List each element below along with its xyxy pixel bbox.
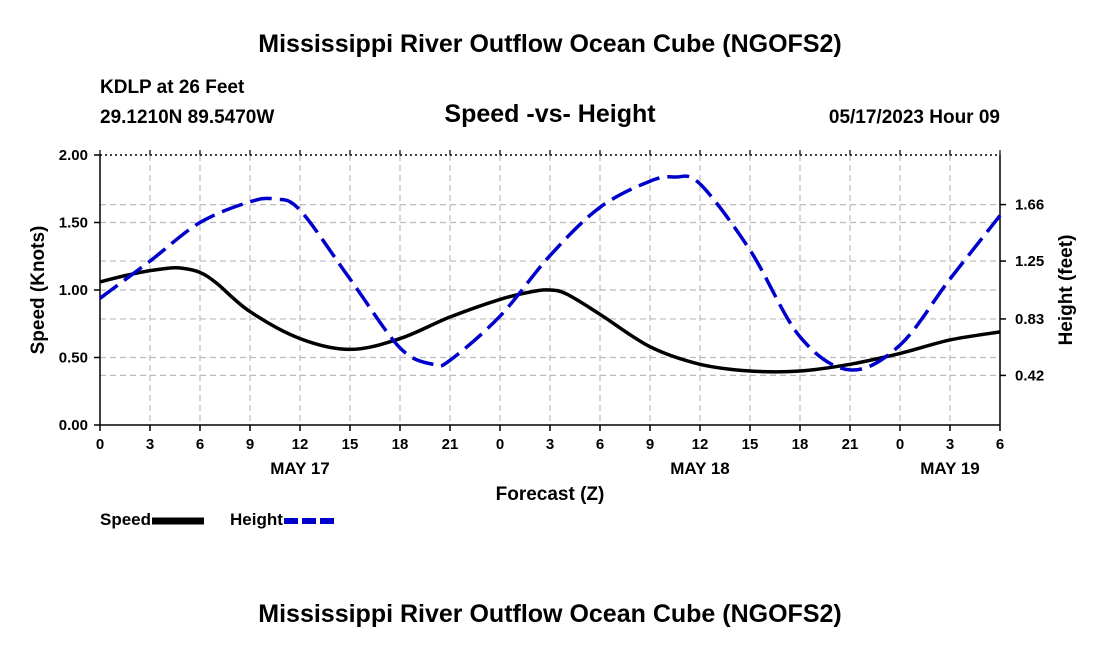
y-right-axis-title: Height (feet) — [1056, 235, 1077, 346]
x-tick-label: 0 — [96, 436, 104, 453]
page-title: Mississippi River Outflow Ocean Cube (NG… — [258, 30, 842, 58]
legend-height-swatch — [283, 517, 336, 524]
y-left-tick-label: 0.00 — [59, 417, 88, 434]
legend-height: Height — [230, 510, 336, 530]
x-tick-label: 12 — [692, 436, 709, 453]
x-tick-label: 6 — [996, 436, 1004, 453]
legend-speed: Speed — [100, 510, 205, 530]
x-tick-label: 3 — [146, 436, 154, 453]
x-tick-label: 21 — [442, 436, 459, 453]
x-tick-label: 6 — [196, 436, 204, 453]
forecast-timestamp: 05/17/2023 Hour 09 — [828, 107, 1000, 128]
x-tick-label: 6 — [596, 436, 604, 453]
y-left-axis-title: Speed (Knots) — [28, 226, 49, 355]
chart-title: Speed -vs- Height — [444, 100, 656, 128]
x-tick-label: 12 — [292, 436, 309, 453]
x-tick-label: 18 — [392, 436, 409, 453]
date-label: MAY 17 — [270, 459, 330, 478]
x-tick-label: 0 — [496, 436, 504, 453]
y-left-tick-label: 1.50 — [59, 215, 88, 232]
y-left-tick-label: 2.00 — [59, 147, 88, 164]
x-tick-label: 15 — [342, 436, 359, 453]
page-title-footer: Mississippi River Outflow Ocean Cube (NG… — [258, 600, 842, 628]
x-tick-label: 9 — [246, 436, 254, 453]
station-label: KDLP at 26 Feet — [100, 77, 245, 98]
station-coordinates: 29.1210N 89.5470W — [100, 107, 275, 128]
y-right-tick-label: 0.83 — [1015, 311, 1044, 328]
x-axis-title: Forecast (Z) — [496, 484, 605, 505]
legend-speed-label: Speed — [100, 510, 152, 529]
x-tick-label: 18 — [792, 436, 809, 453]
date-label: MAY 18 — [670, 459, 730, 478]
y-right-tick-label: 1.25 — [1015, 253, 1044, 270]
y-left-tick-label: 0.50 — [59, 350, 88, 367]
y-right-tick-label: 0.42 — [1015, 367, 1044, 384]
x-tick-label: 9 — [646, 436, 654, 453]
height-series-line — [98, 174, 1002, 372]
legend-height-label: Height — [230, 510, 283, 529]
date-label: MAY 19 — [920, 459, 980, 478]
y-left-tick-label: 1.00 — [59, 282, 88, 299]
x-tick-label: 15 — [742, 436, 759, 453]
x-tick-label: 3 — [546, 436, 554, 453]
x-tick-label: 3 — [946, 436, 954, 453]
legend-speed-swatch — [152, 517, 205, 525]
x-tick-label: 0 — [896, 436, 904, 453]
x-tick-label: 21 — [842, 436, 859, 453]
y-right-tick-label: 1.66 — [1015, 197, 1044, 214]
